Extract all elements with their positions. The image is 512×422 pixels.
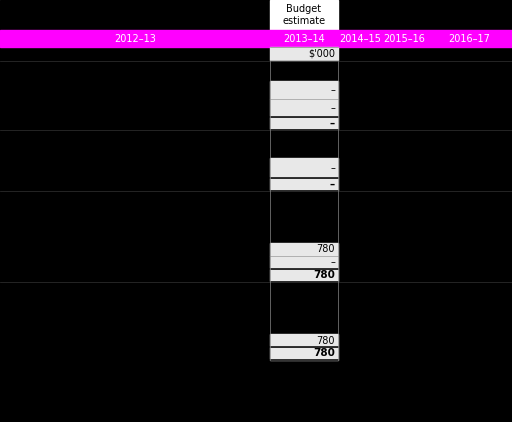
Text: 2015–16: 2015–16 bbox=[383, 33, 425, 43]
Bar bbox=[270, 81, 338, 99]
Text: 780: 780 bbox=[313, 349, 335, 359]
Bar bbox=[270, 243, 338, 256]
Text: 2016–17: 2016–17 bbox=[448, 33, 490, 43]
Bar bbox=[0, 61, 512, 81]
Text: 2013–14: 2013–14 bbox=[283, 33, 325, 43]
Bar bbox=[0, 191, 512, 243]
Text: 780: 780 bbox=[316, 335, 335, 346]
Bar bbox=[270, 347, 338, 360]
Bar bbox=[0, 30, 512, 47]
Text: –: – bbox=[330, 163, 335, 173]
Text: –: – bbox=[330, 257, 335, 268]
Bar bbox=[270, 158, 338, 178]
Bar bbox=[0, 282, 512, 334]
Bar bbox=[270, 334, 338, 347]
Text: 780: 780 bbox=[313, 271, 335, 281]
Bar bbox=[0, 130, 512, 158]
Text: 2012–13: 2012–13 bbox=[114, 33, 156, 43]
Bar bbox=[270, 0, 338, 30]
Bar bbox=[270, 99, 338, 117]
Text: Budget
estimate: Budget estimate bbox=[283, 4, 326, 26]
Bar bbox=[270, 117, 338, 130]
Text: 2014–15: 2014–15 bbox=[339, 33, 381, 43]
Bar bbox=[270, 178, 338, 191]
Bar bbox=[270, 269, 338, 282]
Text: –: – bbox=[330, 179, 335, 189]
Bar bbox=[270, 47, 338, 61]
Text: –: – bbox=[330, 119, 335, 129]
Text: –: – bbox=[330, 85, 335, 95]
Text: –: – bbox=[330, 103, 335, 113]
Text: 780: 780 bbox=[316, 244, 335, 254]
Bar bbox=[270, 256, 338, 269]
Text: $'000: $'000 bbox=[308, 49, 335, 59]
